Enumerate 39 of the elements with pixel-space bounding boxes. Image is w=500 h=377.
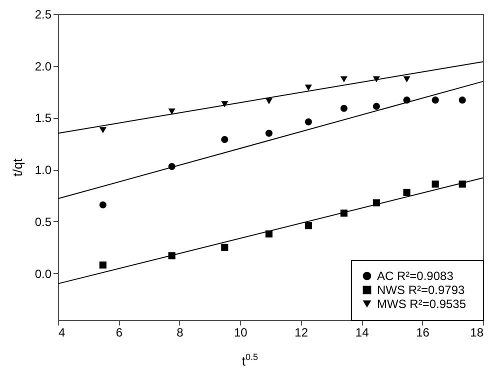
legend-label: MWS R²=0.9535 [377,297,466,311]
point [304,222,312,230]
point [340,76,348,82]
point [372,102,380,110]
x-tick-label: 8 [176,326,184,340]
y-tick-label: 0.5 [34,214,52,229]
legend-label: NWS R²=0.9793 [377,283,466,297]
point [221,244,228,251]
x-tick-label: 16 [416,326,430,340]
x-tick-label: 18 [470,326,484,340]
point [304,118,312,126]
x-tick-label: 6 [116,326,123,340]
x-tick-label: 4 [58,326,66,340]
y-axis-title: t/qt [10,158,25,177]
point [304,84,312,91]
y-tick-label: 2.5 [34,8,52,22]
point [99,127,106,134]
y-tick-label: 2.0 [34,59,52,74]
legend-label: AC R²=0.9083 [377,269,454,283]
point [168,108,176,115]
x-tick-label: 14 [355,326,370,340]
point [221,101,228,108]
x-tick-label: 10 [234,326,248,340]
y-tick-label: 1.0 [34,163,52,178]
point [265,98,273,104]
y-tick-label: 0.0 [34,266,52,281]
point [432,96,439,104]
point [99,261,106,269]
point [221,136,228,144]
point [265,130,273,137]
point [403,76,410,82]
x-axis-title: t$^{0.5}$ [240,352,260,368]
point [340,104,348,112]
point [458,96,466,104]
point [432,180,439,188]
point [403,188,410,196]
x-tick-label: 12 [294,326,308,340]
point [99,201,106,208]
y-tick-label: 1.5 [34,111,52,126]
